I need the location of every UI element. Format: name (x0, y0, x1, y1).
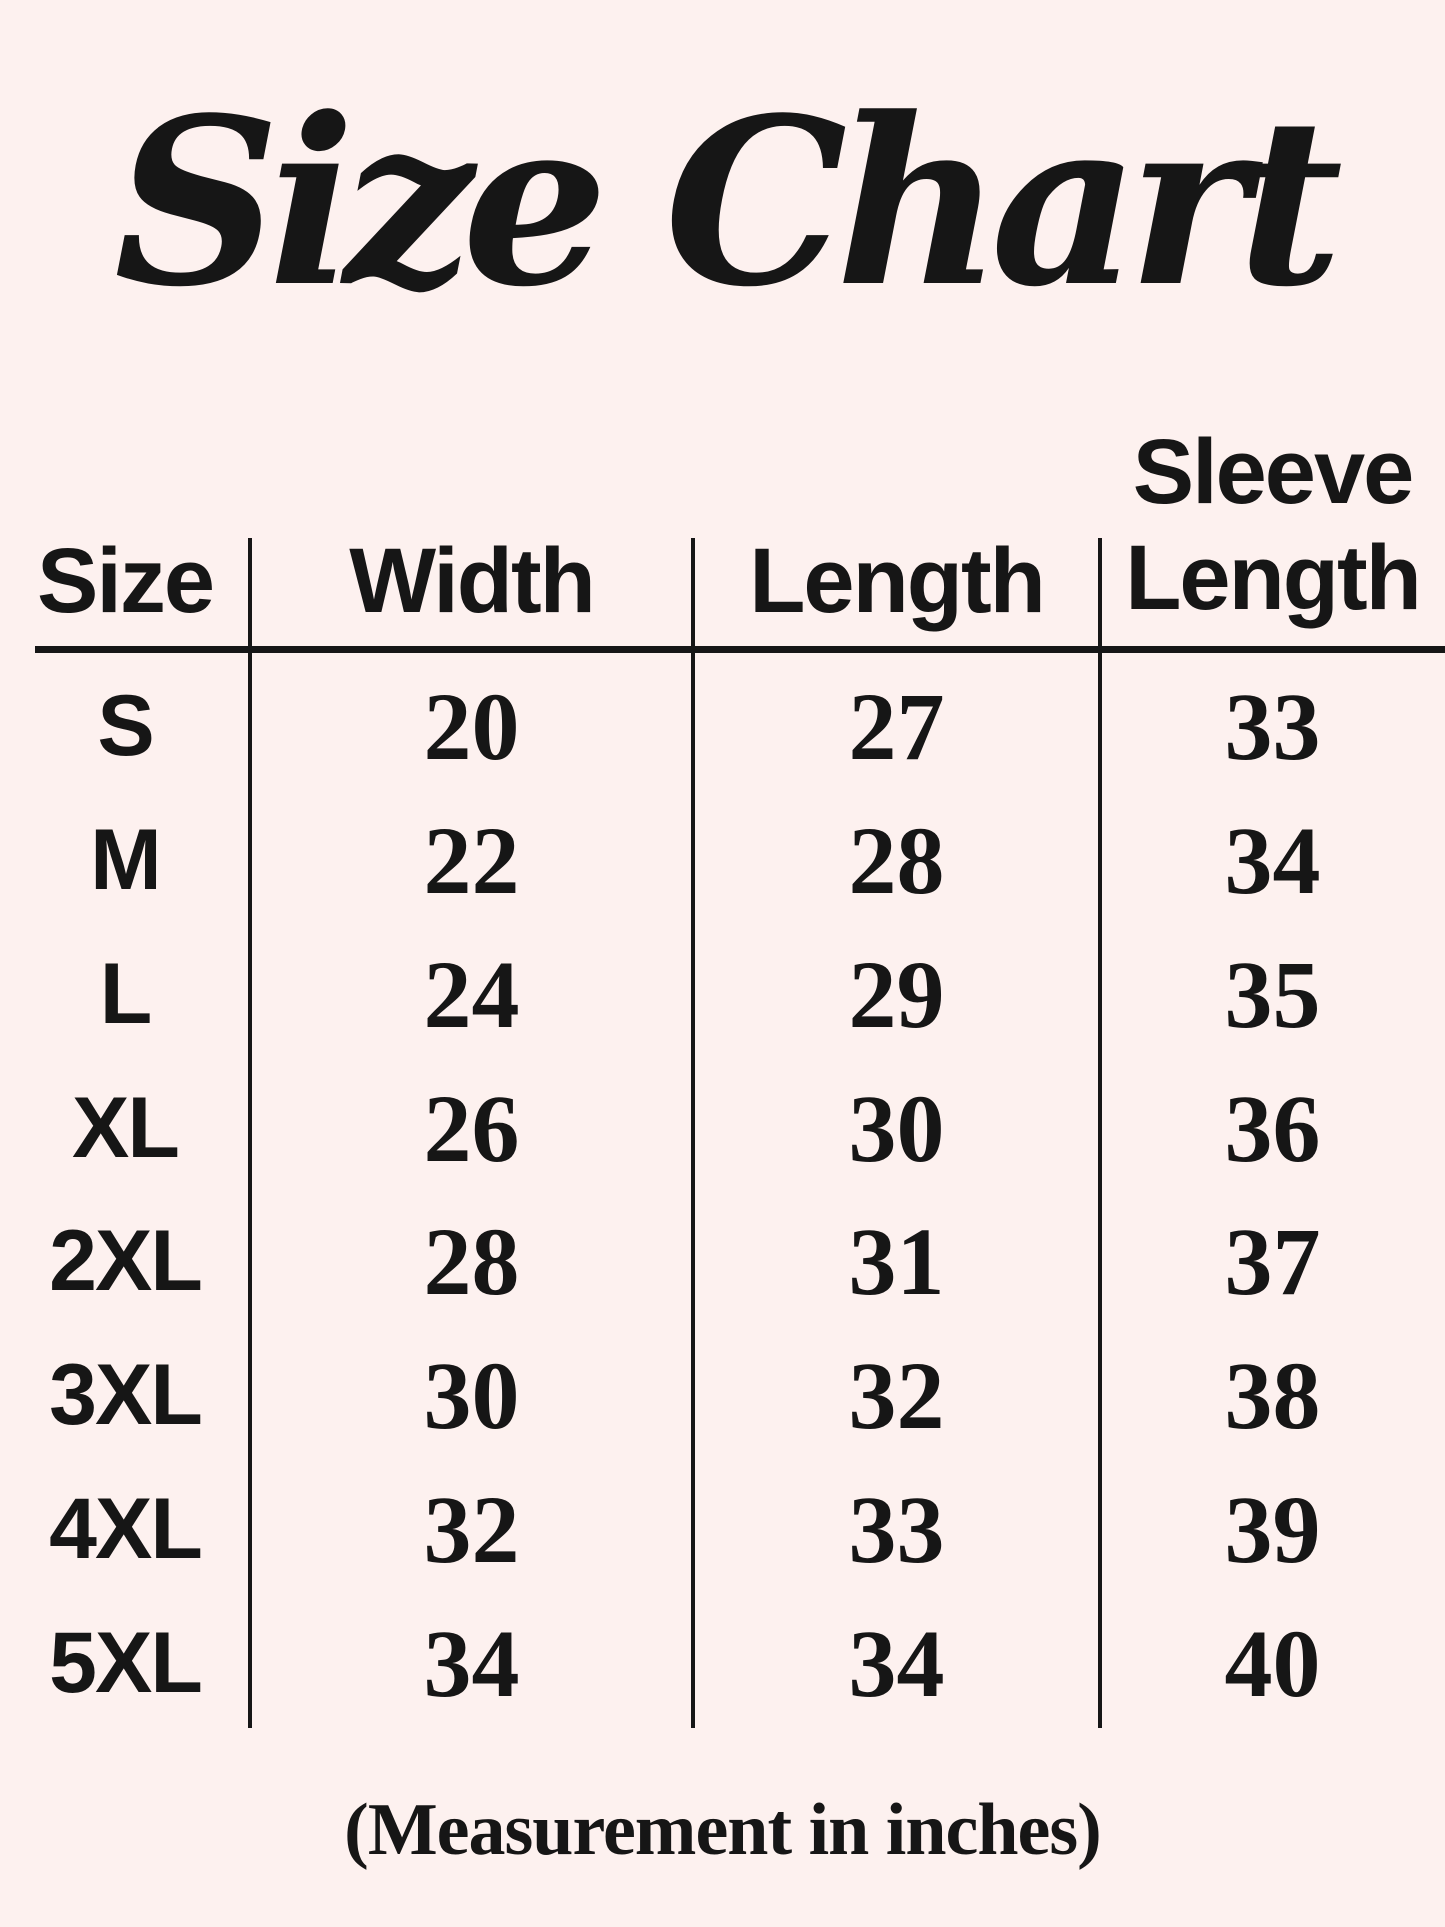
width-cell: 30 (423, 1342, 520, 1450)
size-cell: 5XL (49, 1614, 203, 1711)
sleeve-length-cell: 34 (1224, 807, 1321, 915)
sleeve-length-cell: 40 (1224, 1609, 1321, 1717)
sleeve-length-cell: 35 (1224, 940, 1321, 1048)
table-row: 4XL 32 33 39 (0, 1463, 1445, 1597)
width-cell: 34 (423, 1609, 520, 1717)
length-cell: 31 (848, 1208, 945, 1316)
length-cell: 33 (848, 1475, 945, 1583)
page-title: Size Chart (113, 67, 1343, 338)
table-row: M 22 28 34 (0, 794, 1445, 928)
header-rule (35, 646, 1445, 653)
width-cell: 20 (423, 673, 520, 781)
table-row: L 24 29 35 (0, 928, 1445, 1062)
width-cell: 32 (423, 1475, 520, 1583)
sleeve-length-cell: 36 (1224, 1074, 1321, 1182)
width-cell: 26 (423, 1074, 520, 1182)
table-row: 3XL 30 32 38 (0, 1329, 1445, 1463)
measurement-note: (Measurement in inches) (344, 1789, 1102, 1871)
size-cell: XL (72, 1079, 180, 1176)
width-cell: 28 (423, 1208, 520, 1316)
table-row: 5XL 34 34 40 (0, 1596, 1445, 1730)
size-cell: M (90, 812, 162, 909)
column-divider-3 (1098, 538, 1102, 1728)
table-row: XL 26 30 36 (0, 1061, 1445, 1195)
length-cell: 28 (848, 807, 945, 915)
sleeve-length-cell: 33 (1224, 673, 1321, 781)
table-row: 2XL 28 31 37 (0, 1195, 1445, 1329)
length-cell: 30 (848, 1074, 945, 1182)
column-header-size: Size (36, 530, 215, 632)
length-cell: 27 (848, 673, 945, 781)
size-cell: L (99, 945, 153, 1042)
length-cell: 29 (848, 940, 945, 1048)
column-header-length: Length (749, 530, 1046, 632)
sleeve-length-cell: 38 (1224, 1342, 1321, 1450)
size-cell: 2XL (49, 1213, 203, 1310)
sleeve-header-line2: Length (1125, 526, 1422, 629)
table-row: S 20 27 33 (0, 660, 1445, 794)
column-divider-2 (691, 538, 695, 1728)
size-cell: S (97, 678, 154, 775)
width-cell: 24 (423, 940, 520, 1048)
length-cell: 34 (848, 1609, 945, 1717)
length-cell: 32 (848, 1342, 945, 1450)
size-cell: 4XL (49, 1480, 203, 1577)
sleeve-length-cell: 39 (1224, 1475, 1321, 1583)
sleeve-header-line1: Sleeve (1132, 421, 1415, 523)
table-body: S 20 27 33 M 22 28 34 L 24 29 35 XL 26 3… (0, 660, 1445, 1730)
width-cell: 22 (423, 807, 520, 915)
column-divider-1 (248, 538, 252, 1728)
sleeve-length-cell: 37 (1224, 1208, 1321, 1316)
size-cell: 3XL (49, 1347, 203, 1444)
column-header-width: Width (349, 530, 596, 632)
column-header-sleeve-length: Sleeve Length (1100, 420, 1445, 632)
